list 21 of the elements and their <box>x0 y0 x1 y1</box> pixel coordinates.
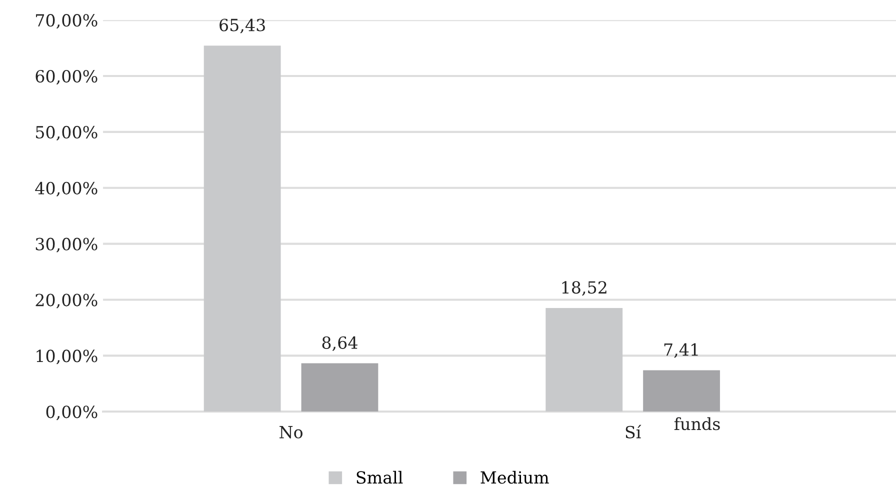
y-tick-label: 40,00% <box>35 182 98 196</box>
y-tick-label: 70,00% <box>36 14 98 29</box>
data-label: 8,64 <box>322 336 358 352</box>
bar <box>546 308 623 412</box>
legend-label: Medium <box>480 470 549 484</box>
bar <box>301 363 378 412</box>
data-label: 18,52 <box>562 281 606 296</box>
x-tick-label: Sí <box>626 424 642 438</box>
data-label: 65,43 <box>220 18 265 34</box>
text: funds <box>674 417 720 430</box>
legend-label: Small <box>356 470 403 484</box>
y-tick-label: 0,00% <box>46 406 98 420</box>
x-tick-label: No <box>280 426 302 438</box>
y-tick-label: 20,00% <box>36 294 98 308</box>
y-tick-label: 10,00% <box>36 350 98 364</box>
y-tick-label: 60,00% <box>36 70 98 85</box>
bar <box>643 370 720 412</box>
bar <box>204 46 281 412</box>
y-tick-label: 30,00% <box>36 238 98 252</box>
y-tick-label: 50,00% <box>36 126 98 141</box>
data-label: 7,41 <box>664 343 698 358</box>
